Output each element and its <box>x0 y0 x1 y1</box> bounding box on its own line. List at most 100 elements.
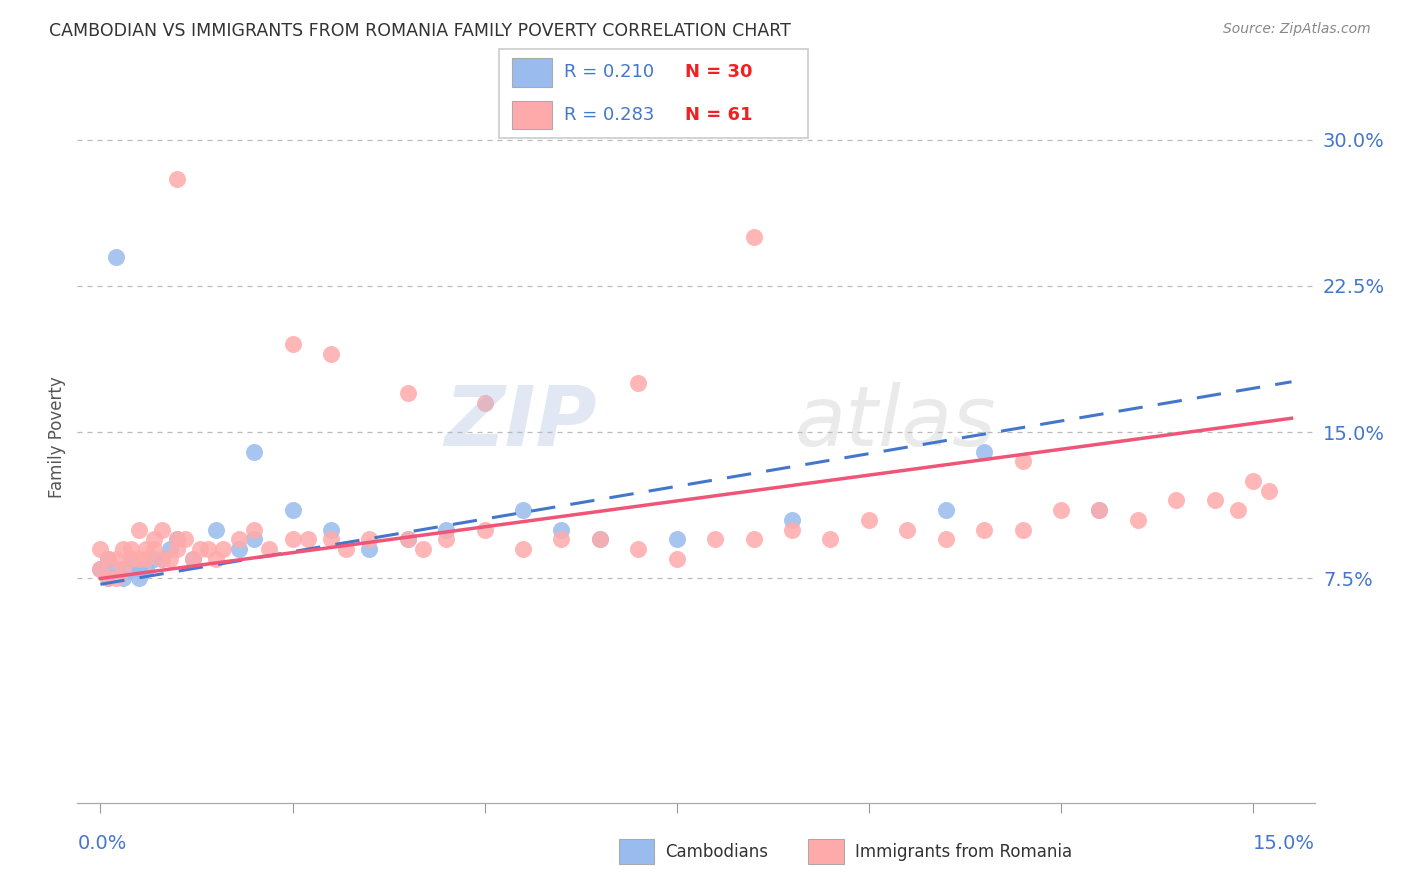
Point <box>104 552 127 566</box>
Point <box>159 542 181 557</box>
Point <box>150 552 173 566</box>
Point <box>135 562 157 576</box>
Point <box>935 503 957 517</box>
Point <box>128 562 150 576</box>
Point <box>212 542 235 557</box>
Point <box>89 562 111 576</box>
Point <box>159 552 181 566</box>
Point <box>665 552 688 566</box>
Point <box>281 337 304 351</box>
Text: R = 0.283: R = 0.283 <box>564 106 654 124</box>
Point <box>627 542 650 557</box>
Y-axis label: Family Poverty: Family Poverty <box>48 376 66 498</box>
Point <box>135 542 157 557</box>
Point <box>1204 493 1226 508</box>
Text: Cambodians: Cambodians <box>665 843 768 861</box>
Point <box>474 396 496 410</box>
Point <box>1011 454 1033 468</box>
Point <box>128 572 150 586</box>
Point <box>97 572 120 586</box>
Point <box>120 552 142 566</box>
Point <box>935 533 957 547</box>
Point <box>228 542 250 557</box>
Point <box>281 503 304 517</box>
Point <box>742 230 765 244</box>
Point <box>335 542 357 557</box>
Point <box>128 523 150 537</box>
Point <box>1088 503 1111 517</box>
Point <box>104 562 127 576</box>
Point <box>181 552 204 566</box>
Point <box>512 542 534 557</box>
Point <box>319 523 342 537</box>
Point <box>112 542 135 557</box>
FancyBboxPatch shape <box>499 49 808 138</box>
Point <box>104 250 127 264</box>
Point <box>1241 474 1264 488</box>
Point <box>512 503 534 517</box>
Point <box>1050 503 1073 517</box>
Point <box>434 523 457 537</box>
Point <box>120 552 142 566</box>
Point <box>150 523 173 537</box>
Point <box>1088 503 1111 517</box>
Point <box>259 542 281 557</box>
Point <box>166 171 188 186</box>
FancyBboxPatch shape <box>512 101 551 129</box>
Point <box>181 552 204 566</box>
Point <box>143 552 166 566</box>
Point <box>204 523 226 537</box>
Point <box>896 523 918 537</box>
Point <box>228 533 250 547</box>
Point <box>143 542 166 557</box>
Point <box>174 533 197 547</box>
Point <box>780 523 803 537</box>
Point <box>197 542 219 557</box>
Text: N = 30: N = 30 <box>685 63 752 81</box>
Point <box>589 533 612 547</box>
Point <box>550 523 572 537</box>
Point <box>166 542 188 557</box>
Point <box>243 444 266 458</box>
Point <box>412 542 434 557</box>
Point <box>820 533 842 547</box>
Point <box>396 386 419 401</box>
Point <box>396 533 419 547</box>
Point <box>1166 493 1188 508</box>
Point <box>150 552 173 566</box>
Point <box>120 562 142 576</box>
Point <box>143 533 166 547</box>
Point <box>128 552 150 566</box>
Text: atlas: atlas <box>794 382 997 463</box>
Point <box>1126 513 1149 527</box>
Point <box>319 533 342 547</box>
Text: CAMBODIAN VS IMMIGRANTS FROM ROMANIA FAMILY POVERTY CORRELATION CHART: CAMBODIAN VS IMMIGRANTS FROM ROMANIA FAM… <box>49 22 792 40</box>
Point <box>396 533 419 547</box>
Text: 0.0%: 0.0% <box>77 834 127 853</box>
Point <box>858 513 880 527</box>
Point <box>704 533 727 547</box>
Point <box>474 523 496 537</box>
Point <box>135 552 157 566</box>
Point <box>1226 503 1249 517</box>
Point <box>97 552 120 566</box>
Point <box>359 542 381 557</box>
Text: 15.0%: 15.0% <box>1253 834 1315 853</box>
FancyBboxPatch shape <box>512 58 551 87</box>
Point <box>1257 483 1279 498</box>
Point <box>627 376 650 391</box>
Text: N = 61: N = 61 <box>685 106 752 124</box>
Point <box>550 533 572 547</box>
Point <box>204 552 226 566</box>
Point <box>166 533 188 547</box>
Point <box>120 542 142 557</box>
Text: Immigrants from Romania: Immigrants from Romania <box>855 843 1071 861</box>
Point <box>589 533 612 547</box>
Point <box>112 562 135 576</box>
Text: Source: ZipAtlas.com: Source: ZipAtlas.com <box>1223 22 1371 37</box>
Point <box>97 552 120 566</box>
Point <box>742 533 765 547</box>
Point <box>243 523 266 537</box>
Point <box>665 533 688 547</box>
Point <box>188 542 211 557</box>
